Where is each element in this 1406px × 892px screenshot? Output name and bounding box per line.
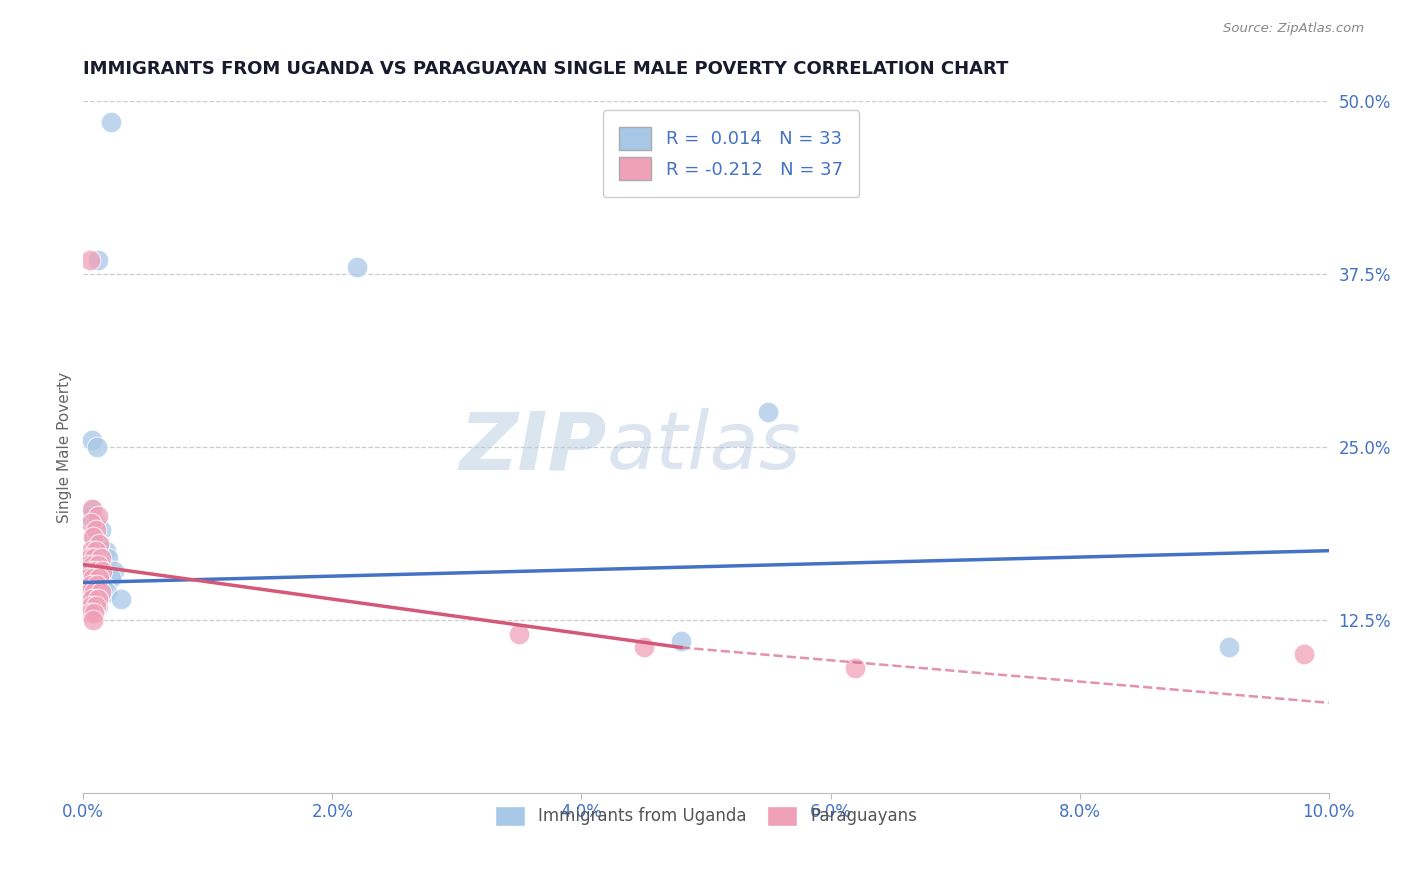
Point [82,502,104,516]
Point [82,550,104,565]
Point [82,585,104,599]
Point [87,550,110,565]
Point [82,530,104,544]
Text: Source: ZipAtlas.com: Source: ZipAtlas.com [1223,22,1364,36]
Point [86,578,108,592]
Point [84,516,107,530]
Point [80,599,103,613]
Point [83,550,105,565]
Point [91,565,114,579]
Point [83,606,105,620]
Point [86,440,108,454]
Point [80,592,103,607]
Point [80,502,103,516]
Point [79,606,101,620]
Point [89,571,111,585]
Point [84,599,107,613]
Point [97,550,120,565]
Point [79,550,101,565]
Point [82,571,104,585]
Point [80,558,103,572]
Point [346,260,368,275]
Point [77,558,100,572]
Point [100,571,122,585]
Point [1218,640,1240,655]
Y-axis label: Single Male Poverty: Single Male Poverty [58,371,72,523]
Point [669,633,692,648]
Point [94,543,117,558]
Point [79,253,101,268]
Point [844,661,866,675]
Point [96,585,118,599]
Point [83,530,105,544]
Point [1292,648,1315,662]
Point [80,571,103,585]
Point [87,592,110,607]
Point [83,585,105,599]
Point [87,599,110,613]
Point [83,578,105,592]
Point [84,565,107,579]
Point [80,516,103,530]
Point [103,565,125,579]
Point [82,613,104,627]
Point [80,509,103,524]
Point [90,585,112,599]
Point [508,626,530,640]
Point [80,578,103,592]
Text: atlas: atlas [606,408,801,486]
Point [86,592,108,607]
Point [91,578,114,592]
Text: ZIP: ZIP [458,408,606,486]
Point [100,115,122,129]
Point [91,558,114,572]
Point [87,558,110,572]
Point [84,543,107,558]
Point [633,640,655,655]
Point [82,558,104,572]
Point [79,585,101,599]
Point [87,253,110,268]
Point [93,565,115,579]
Point [80,543,103,558]
Point [80,433,103,447]
Point [89,537,111,551]
Point [756,405,779,419]
Point [77,571,100,585]
Point [110,592,132,607]
Point [89,537,111,551]
Point [84,523,107,537]
Point [90,550,112,565]
Text: IMMIGRANTS FROM UGANDA VS PARAGUAYAN SINGLE MALE POVERTY CORRELATION CHART: IMMIGRANTS FROM UGANDA VS PARAGUAYAN SIN… [83,60,1008,78]
Point [87,509,110,524]
Point [89,571,111,585]
Point [90,523,112,537]
Point [80,565,103,579]
Legend: Immigrants from Uganda, Paraguayans: Immigrants from Uganda, Paraguayans [488,799,924,833]
Point [84,565,107,579]
